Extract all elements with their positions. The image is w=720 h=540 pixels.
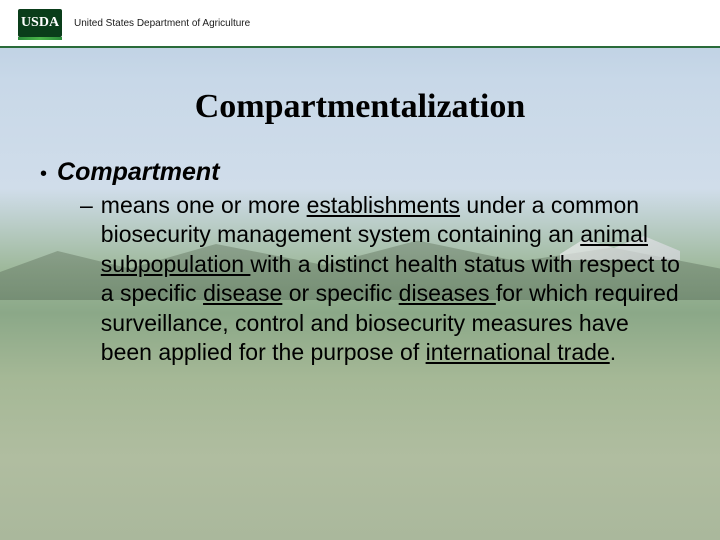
- term-bullet: • Compartment: [38, 158, 682, 187]
- header-bar: USDA United States Department of Agricul…: [0, 0, 720, 48]
- department-name: United States Department of Agriculture: [74, 18, 250, 29]
- def-seg: .: [610, 339, 616, 365]
- def-underline: animal: [580, 221, 648, 247]
- def-underline: disease: [203, 280, 282, 306]
- usda-logo: USDA United States Department of Agricul…: [18, 9, 250, 37]
- def-underline: subpopulation: [101, 251, 251, 277]
- def-underline: diseases: [399, 280, 496, 306]
- definition-text: means one or more establishments under a…: [101, 191, 681, 368]
- term-label: Compartment: [57, 158, 220, 187]
- dash-icon: –: [80, 191, 93, 220]
- usda-logo-mark: USDA: [18, 9, 62, 37]
- bullet-dot-icon: •: [40, 164, 47, 184]
- slide-content: Compartmentalization • Compartment – mea…: [0, 88, 720, 368]
- def-underline: establishments: [307, 192, 460, 218]
- definition-row: – means one or more establishments under…: [80, 191, 682, 368]
- def-seg: means one or more: [101, 192, 307, 218]
- def-seg: or specific: [282, 280, 398, 306]
- slide-title: Compartmentalization: [38, 88, 682, 126]
- def-underline: international trade: [426, 339, 610, 365]
